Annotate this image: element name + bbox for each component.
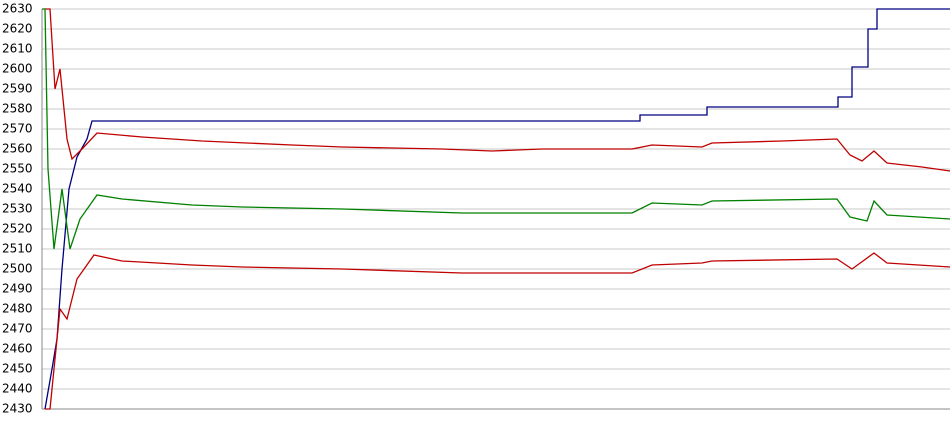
y-tick-label: 2430 — [2, 402, 33, 416]
y-tick-label: 2470 — [2, 322, 33, 336]
y-tick-label: 2540 — [2, 182, 33, 196]
y-tick-label: 2550 — [2, 162, 33, 176]
y-tick-label: 2560 — [2, 142, 33, 156]
y-tick-label: 2630 — [2, 2, 33, 16]
y-tick-label: 2580 — [2, 102, 33, 116]
y-tick-label: 2450 — [2, 362, 33, 376]
y-tick-label: 2620 — [2, 22, 33, 36]
series-line — [45, 8, 950, 172]
series-line — [42, 8, 950, 250]
y-tick-label: 2440 — [2, 382, 33, 396]
y-tick-label: 2610 — [2, 42, 33, 56]
y-tick-label: 2500 — [2, 262, 33, 276]
y-tick-label: 2510 — [2, 242, 33, 256]
y-tick-label: 2590 — [2, 82, 33, 96]
y-tick-label: 2520 — [2, 222, 33, 236]
y-tick-label: 2570 — [2, 122, 33, 136]
y-tick-label: 2460 — [2, 342, 33, 356]
series-line — [45, 252, 950, 410]
y-tick-label: 2480 — [2, 302, 33, 316]
y-tick-label: 2530 — [2, 202, 33, 216]
y-tick-label: 2600 — [2, 62, 33, 76]
y-tick-label: 2490 — [2, 282, 33, 296]
series-line — [44, 8, 950, 410]
